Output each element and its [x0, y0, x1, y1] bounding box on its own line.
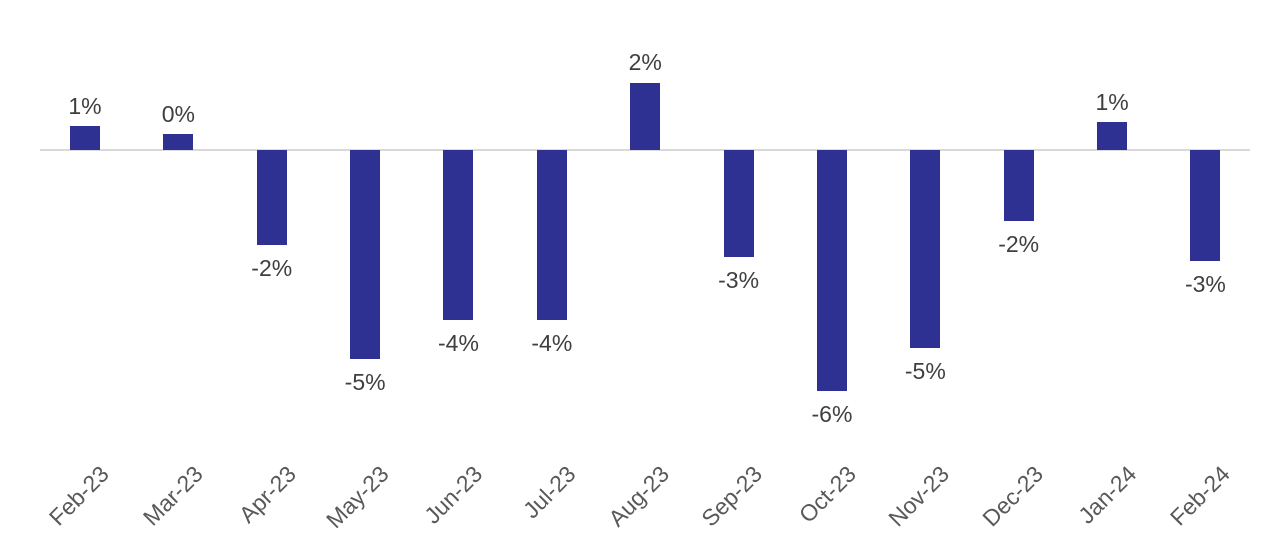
- x-tick-label-mar-23: Mar-23: [137, 460, 208, 531]
- data-label-jan-24: 1%: [1095, 88, 1129, 115]
- data-label-jul-23: -4%: [531, 329, 573, 356]
- x-tick-label-feb-24: Feb-24: [1164, 460, 1235, 531]
- data-label-may-23: -5%: [344, 369, 386, 396]
- x-tick-label-feb-23: Feb-23: [44, 460, 114, 531]
- data-label-dec-23: -2%: [998, 231, 1040, 258]
- x-tick-label-jan-24: Jan-24: [1072, 460, 1142, 529]
- data-label-feb-24: -3%: [1184, 270, 1226, 297]
- bar-mar-23: [163, 134, 194, 150]
- x-tick-label-nov-23: Nov-23: [883, 460, 955, 532]
- bar-dec-23: [1003, 150, 1034, 222]
- data-label-apr-23: -2%: [251, 254, 293, 281]
- data-label-oct-23: -6%: [811, 400, 853, 427]
- x-tick-label-dec-23: Dec-23: [976, 460, 1048, 532]
- data-label-jun-23: -4%: [438, 329, 479, 356]
- x-tick-label-jul-23: Jul-23: [518, 460, 581, 524]
- x-axis-zero-line: [40, 149, 1250, 151]
- bar-jan-24: [1097, 122, 1128, 150]
- x-tick-label-jun-23: Jun-23: [419, 460, 488, 529]
- data-label-aug-23: 2%: [628, 49, 662, 76]
- bar-oct-23: [816, 150, 847, 391]
- bar-may-23: [350, 150, 381, 360]
- bar-jun-23: [443, 150, 474, 320]
- x-tick-label-may-23: May-23: [321, 460, 395, 534]
- bar-feb-24: [1190, 150, 1221, 261]
- bar-aug-23: [630, 82, 661, 150]
- x-tick-label-aug-23: Aug-23: [603, 460, 675, 532]
- bar-feb-23: [70, 126, 100, 150]
- bar-nov-23: [910, 150, 941, 348]
- x-tick-label-oct-23: Oct-23: [793, 460, 861, 528]
- data-label-sep-23: -3%: [718, 266, 760, 293]
- bar-apr-23: [256, 150, 287, 245]
- x-tick-label-sep-23: Sep-23: [696, 460, 768, 532]
- x-tick-label-apr-23: Apr-23: [233, 460, 301, 528]
- data-label-feb-23: 1%: [68, 92, 102, 119]
- data-label-nov-23: -5%: [904, 357, 946, 384]
- data-label-mar-23: 0%: [161, 100, 195, 127]
- bar-sep-23: [723, 150, 754, 257]
- bar-jul-23: [536, 150, 567, 320]
